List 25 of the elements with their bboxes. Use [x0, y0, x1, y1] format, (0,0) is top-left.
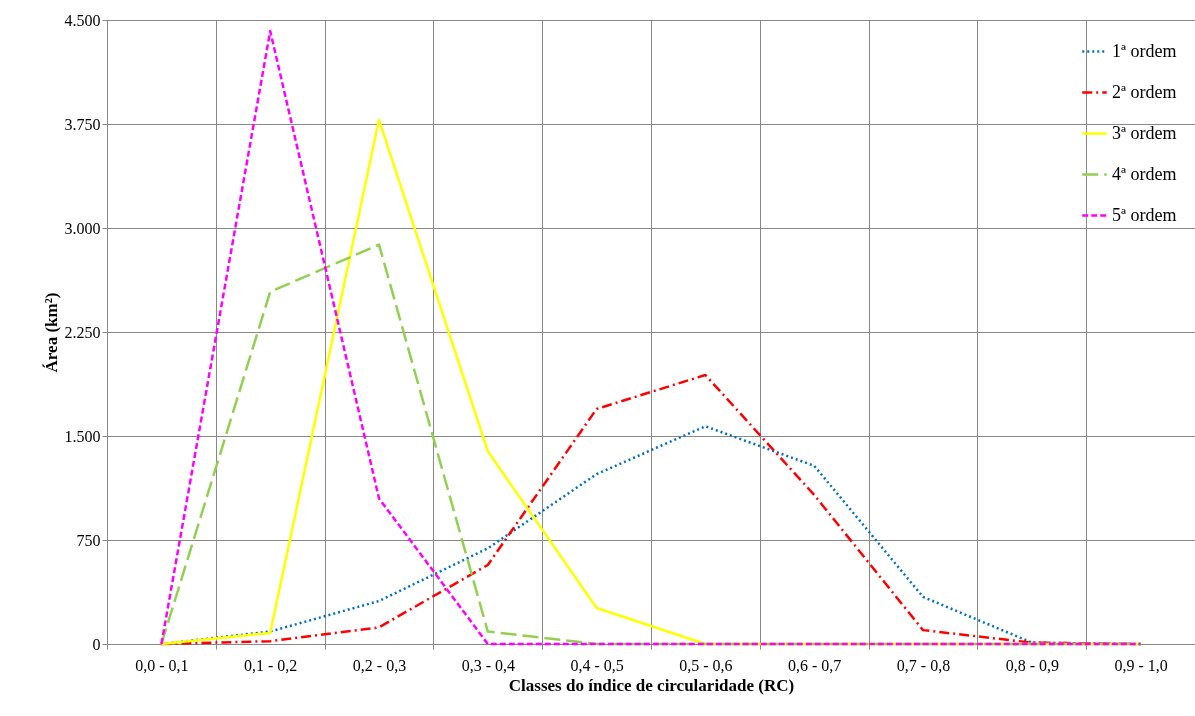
x-axis-title: Classes do índice de circularidade (RC) [508, 675, 795, 695]
y-tick-label: 750 [76, 531, 101, 549]
y-tick-label: 1.500 [64, 427, 101, 445]
legend-label: 1ª ordem [1112, 40, 1177, 61]
x-tick-label: 0,8 - 0,9 [1005, 656, 1059, 674]
x-tick-label: 0,1 - 0,2 [244, 656, 298, 674]
x-tick-label: 0,0 - 0,1 [135, 656, 189, 674]
x-tick-label: 0,2 - 0,3 [352, 656, 407, 674]
y-tick-label: 4.500 [64, 11, 101, 29]
x-tick-label: 0,7 - 0,8 [896, 656, 951, 674]
y-tick-label: 0 [92, 635, 101, 653]
legend-label: 5ª ordem [1112, 204, 1177, 225]
x-tick-label: 0,9 - 1,0 [1114, 656, 1168, 674]
x-tick-label: 0,6 - 0,7 [788, 656, 842, 674]
x-tick-label: 0,4 - 0,5 [570, 656, 624, 674]
y-axis-title: Área (km²) [41, 292, 61, 373]
legend-label: 4ª ordem [1112, 163, 1177, 184]
y-tick-label: 3.000 [64, 219, 101, 237]
x-tick-label: 0,3 - 0,4 [461, 656, 515, 674]
legend-label: 3ª ordem [1112, 122, 1177, 143]
line-series [160, 243, 1142, 646]
legend-label: 2ª ordem [1112, 81, 1177, 102]
y-tick-label: 3.750 [64, 115, 101, 133]
y-tick-label: 2.250 [64, 323, 101, 341]
x-tick-label: 0,5 - 0,6 [679, 656, 733, 674]
